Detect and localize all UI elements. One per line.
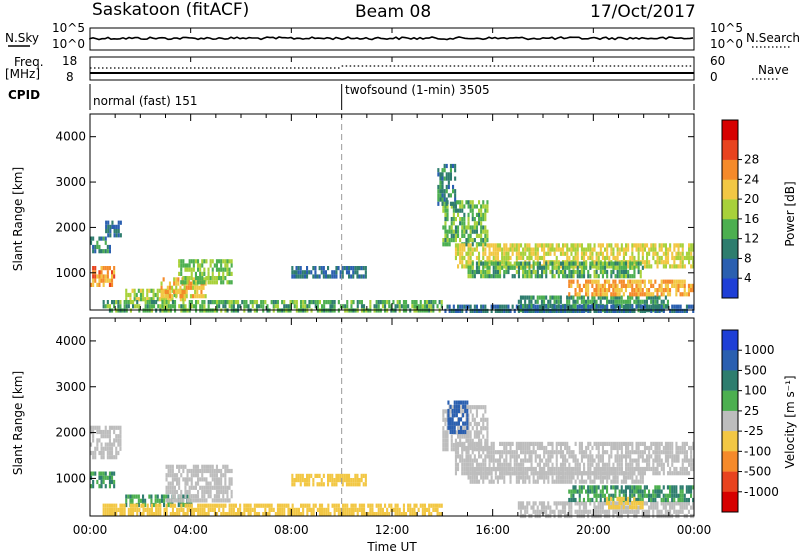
x-tick-label-1: 04:00: [173, 523, 208, 537]
y-tick-label-4000: 4000: [55, 334, 86, 348]
x-tick-label-5: 20:00: [576, 523, 611, 537]
freq-unit-label: [MHz]: [5, 67, 41, 81]
colorbars: 4 8 12 16 20 24 28 1000 500 100 25 -25 -100 -500 -1000: [721, 119, 779, 513]
nave-label: Nave: [758, 63, 789, 77]
cpid-label: CPID: [8, 88, 41, 102]
x-tick-label-4: 16:00: [475, 523, 510, 537]
power-colorbar-tick-2: 12: [744, 232, 759, 246]
y-tick-label-2000: 2000: [55, 220, 86, 234]
beam-title: Beam 08: [355, 2, 432, 22]
velocity-colorbar-tick-5: -100: [744, 444, 771, 458]
velocity-colorbar-bin-1: [722, 350, 738, 371]
nsky-label: N.Sky: [5, 31, 40, 45]
nave-tick-top: 60: [710, 54, 726, 68]
power-colorbar-label: Power [dB]: [783, 181, 797, 247]
data-region-4: [291, 473, 367, 487]
data-region-9: [437, 163, 457, 206]
data-region-9: [467, 467, 644, 484]
power-ylabel: Slant Range [km]: [11, 166, 25, 272]
data-region-11: [568, 485, 695, 503]
nsearch-label: N.Search: [746, 31, 800, 45]
data-region-11: [467, 261, 644, 279]
power-colorbar-bin-8: [722, 120, 738, 141]
data-region-5: [102, 503, 443, 517]
power-colorbar-tick-0: 4: [744, 271, 752, 285]
power-colorbar-bin-1: [722, 258, 738, 279]
y-tick-label-2000: 2000: [55, 426, 86, 440]
power-colorbar-tick-3: 16: [744, 212, 759, 226]
y-tick-label-3000: 3000: [55, 175, 86, 189]
velocity-colorbar-tick-4: -25: [744, 424, 764, 438]
power-colorbar-bin-2: [722, 238, 738, 259]
data-region-1: [90, 471, 116, 489]
data-region-0: [90, 236, 111, 254]
freq-label: Freq.: [14, 55, 44, 69]
power-heatmap: 1000 2000 3000 4000: [55, 113, 695, 313]
velocity-colorbar-bin-4: [722, 410, 738, 432]
power-colorbar-bin-0: [722, 278, 738, 299]
data-region-12: [605, 496, 644, 510]
x-axis-label: Time UT: [367, 540, 417, 554]
velocity-colorbar-tick-7: -1000: [744, 485, 779, 499]
x-tick-label-3: 12:00: [375, 523, 410, 537]
data-region-7: [102, 300, 443, 313]
freq-tick-bottom: 8: [66, 70, 74, 84]
data-region-6: [291, 266, 367, 279]
data-region-13: [568, 279, 695, 297]
y-tick-label-1000: 1000: [55, 266, 86, 280]
cpid-segment-twofsound: twofsound (1-min) 3505: [345, 83, 490, 97]
power-colorbar-tick-6: 28: [744, 153, 759, 167]
velocity-ylabel: Slant Range [km]: [11, 370, 25, 476]
nsearch-tick-top: 10^5: [710, 21, 743, 35]
nsky-trace: [89, 36, 694, 41]
power-colorbar-bin-6: [722, 159, 738, 180]
velocity-colorbar-tick-1: 500: [744, 363, 767, 377]
velocity-colorbar-tick-6: -500: [744, 465, 771, 479]
velocity-colorbar-bin-0: [722, 330, 738, 351]
top-summary-panels: [8, 27, 790, 110]
nsky-tick-top: 10^5: [52, 21, 85, 35]
power-colorbar-frame: [721, 119, 739, 299]
freq-tick-top: 18: [62, 54, 78, 68]
date-title: 17/Oct/2017: [590, 2, 696, 22]
nave-tick-bottom: 0: [710, 70, 718, 84]
power-colorbar-bin-5: [722, 179, 738, 200]
y-tick-label-1000: 1000: [55, 471, 86, 485]
velocity-colorbar-tick-3: 25: [744, 404, 759, 418]
velocity-colorbar-tick-2: 100: [744, 384, 767, 398]
velocity-colorbar-bin-3: [722, 390, 738, 412]
velocity-colorbar-bin-2: [722, 370, 738, 391]
power-colorbar-tick-5: 24: [744, 172, 759, 186]
velocity-colorbar-bin-6: [722, 451, 738, 472]
data-region-7: [447, 400, 469, 435]
power-colorbar-bin-7: [722, 139, 738, 160]
power-colorbar-bin-3: [722, 218, 738, 239]
x-tick-label-2: 08:00: [274, 523, 309, 537]
data-region-5: [178, 259, 233, 285]
y-tick-label-4000: 4000: [55, 130, 86, 144]
cpid-segment-normal: normal (fast) 151: [93, 94, 198, 108]
nsearch-tick-bottom: 10^0: [710, 37, 743, 51]
velocity-colorbar-tick-0: 1000: [744, 343, 775, 357]
velocity-colorbar-bin-7: [722, 471, 738, 493]
velocity-heatmap: 1000 2000 3000 4000 00:00 04:00 08:00 12:00 16:0…: [55, 317, 712, 537]
data-region-1: [105, 220, 122, 238]
y-tick-label-3000: 3000: [55, 380, 86, 394]
velocity-colorbar-bin-8: [722, 491, 738, 513]
velocity-colorbar-bin-5: [722, 431, 738, 452]
data-region-3: [165, 464, 233, 503]
x-tick-label-0: 00:00: [73, 523, 108, 537]
station-title: Saskatoon (fitACF): [92, 0, 250, 20]
x-tick-label-6: 00:00: [677, 523, 712, 537]
data-region-8: [442, 200, 489, 247]
power-colorbar-tick-4: 20: [744, 192, 759, 206]
nsky-tick-bottom: 10^0: [52, 37, 85, 51]
data-region-14: [444, 304, 695, 313]
power-colorbar-bin-4: [722, 199, 738, 220]
power-colorbar-tick-1: 8: [744, 251, 752, 265]
velocity-colorbar-label: Velocity [m s⁻¹]: [783, 375, 797, 469]
velocity-colorbar-frame: [721, 329, 739, 513]
data-region-0: [90, 425, 122, 460]
